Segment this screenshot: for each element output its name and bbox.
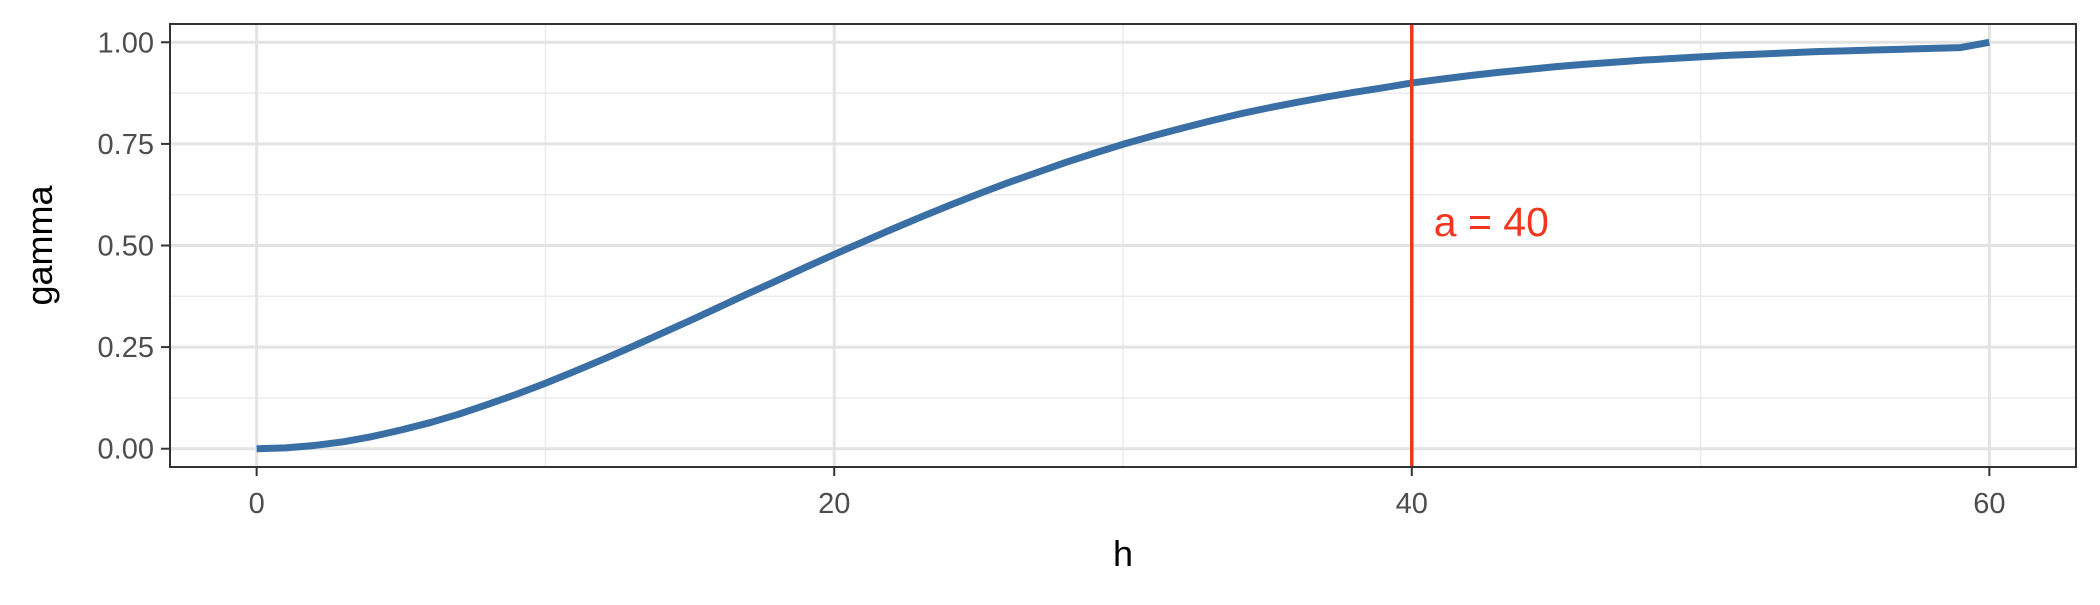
axes-layer: 0 20 40 60 0.00 0.25 0.50 0.75 1.00 (98, 27, 2006, 520)
y-axis-label: gamma (19, 185, 60, 306)
x-tick-label: 40 (1396, 488, 1428, 520)
y-tick-label: 0.25 (98, 332, 154, 364)
x-tick-label: 20 (818, 488, 850, 520)
series-line (256, 38, 1990, 453)
grid-layer (170, 24, 2076, 467)
y-tick-label: 0.75 (98, 129, 154, 161)
y-tick-label: 0.00 (98, 434, 154, 466)
x-tick-label: 60 (1973, 488, 2005, 520)
y-tick-label: 1.00 (98, 27, 154, 59)
reference-line-label: a = 40 (1434, 199, 1549, 245)
series-layer (256, 38, 1990, 453)
y-tick-label: 0.50 (98, 231, 154, 263)
x-tick-label: 0 (249, 488, 265, 520)
x-axis-label: h (1113, 533, 1133, 574)
